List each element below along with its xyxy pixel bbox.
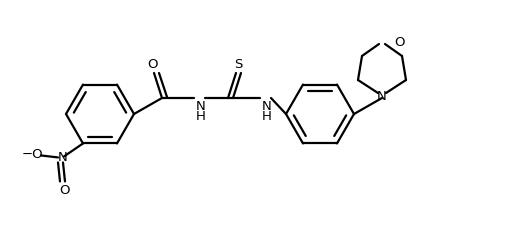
Text: O: O	[147, 57, 158, 71]
Text: N: N	[196, 100, 206, 112]
Text: H: H	[195, 110, 206, 122]
Text: S: S	[233, 57, 242, 71]
Text: −O: −O	[21, 148, 43, 161]
Text: N: N	[376, 90, 386, 104]
Text: N: N	[58, 151, 68, 164]
Text: O: O	[394, 37, 405, 49]
Text: H: H	[262, 110, 271, 122]
Text: O: O	[60, 184, 70, 197]
Text: N: N	[262, 100, 271, 112]
